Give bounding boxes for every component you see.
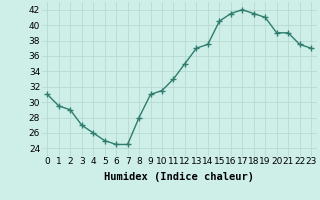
X-axis label: Humidex (Indice chaleur): Humidex (Indice chaleur) [104, 172, 254, 182]
